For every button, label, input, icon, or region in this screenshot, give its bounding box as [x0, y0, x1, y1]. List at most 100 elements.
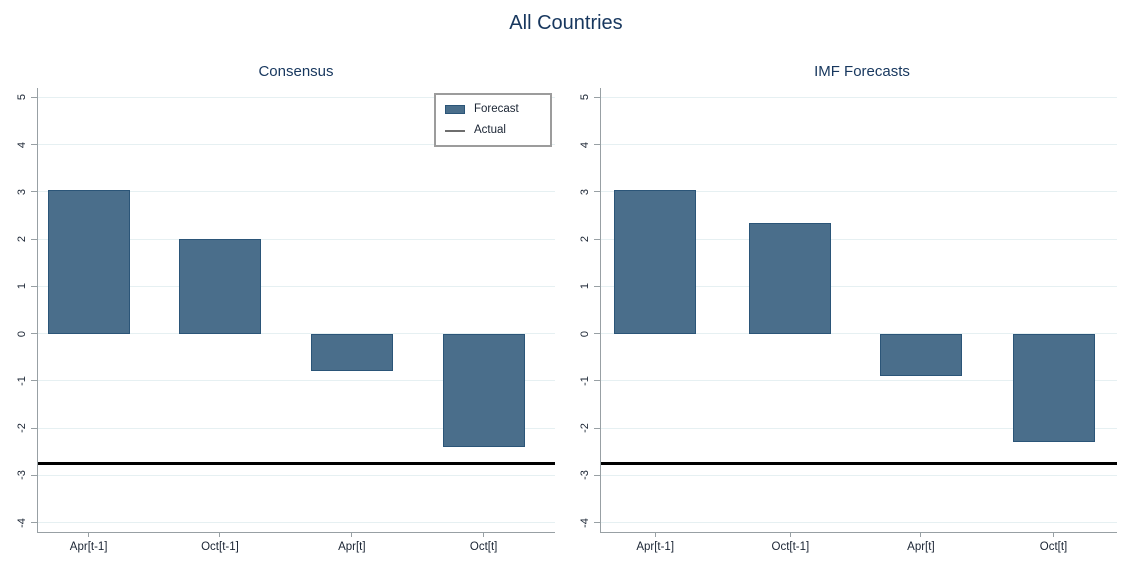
y-tick-label: 4	[579, 141, 591, 148]
y-tick-label: -4	[16, 517, 28, 528]
y-tick-label: 0	[16, 330, 28, 337]
actual-line-swatch-icon	[445, 129, 465, 132]
actual-line	[601, 462, 1117, 465]
y-tick	[31, 474, 37, 476]
forecast-bar	[310, 333, 393, 372]
forecast-bar	[614, 189, 697, 334]
y-tick	[594, 522, 600, 524]
y-tick	[31, 522, 37, 524]
y-tick-label: 0	[579, 330, 591, 337]
gridline	[601, 522, 1117, 524]
x-tick	[1053, 532, 1055, 537]
x-tick-label: Apr[t-1]	[636, 541, 675, 553]
legend-forecast-label: Forecast	[474, 103, 519, 115]
y-tick-label: 3	[579, 188, 591, 195]
y-tick	[31, 144, 37, 146]
forecast-bar-swatch-icon	[445, 105, 465, 114]
y-tick	[31, 285, 37, 287]
legend-item-actual: Actual	[445, 124, 542, 137]
y-tick	[31, 380, 37, 382]
gridline	[38, 522, 555, 524]
y-tick-label: 3	[16, 188, 28, 195]
x-tick-label: Apr[t-1]	[69, 541, 108, 553]
y-tick-label: 5	[579, 94, 591, 101]
gridline	[38, 238, 555, 240]
x-tick	[483, 532, 485, 537]
gridline	[38, 427, 555, 429]
y-tick	[594, 285, 600, 287]
y-tick	[31, 427, 37, 429]
x-tick	[88, 532, 90, 537]
gridline	[601, 427, 1117, 429]
gridline	[601, 333, 1117, 335]
x-tick-label: Apr[t]	[907, 541, 935, 553]
gridline	[601, 144, 1117, 146]
y-tick	[594, 96, 600, 98]
actual-line	[38, 462, 555, 465]
x-tick	[789, 532, 791, 537]
x-tick-label: Oct[t]	[469, 541, 498, 553]
forecast-bar	[442, 333, 525, 447]
y-tick-label: -1	[16, 375, 28, 386]
y-tick	[31, 96, 37, 98]
gridline	[38, 285, 555, 287]
gridline	[601, 238, 1117, 240]
gridline	[38, 380, 555, 382]
x-tick	[654, 532, 656, 537]
gridline	[601, 380, 1117, 382]
x-tick-label: Apr[t]	[338, 541, 366, 553]
panel-imf-forecasts: IMF Forecasts 5 4 3 2 1 0 -1 -2 -3 -4 Apr[t-1] Oct[…	[566, 60, 1132, 575]
gridline	[38, 191, 555, 193]
chart-title: All Countries	[509, 12, 623, 34]
plot-area-consensus: 5 4 3 2 1 0 -1 -2 -3 -4 Apr[t-1] Oct[t-1] Apr[t] Oct[…	[16, 88, 555, 553]
y-tick	[31, 333, 37, 335]
plot-area-imf-forecasts: 5 4 3 2 1 0 -1 -2 -3 -4 Apr[t-1] Oct[t-1] Apr[t] Oct[…	[579, 88, 1117, 553]
forecast-bar	[178, 239, 261, 334]
gridline	[601, 474, 1117, 476]
legend: Forecast Actual	[434, 93, 552, 147]
y-tick	[594, 191, 600, 193]
y-tick	[594, 238, 600, 240]
x-tick	[920, 532, 922, 537]
forecast-bar	[749, 222, 832, 334]
y-tick-label: 2	[16, 236, 28, 243]
forecast-bar	[1012, 333, 1095, 443]
gridline	[38, 96, 555, 98]
x-tick-label: Oct[t-1]	[771, 541, 810, 553]
panel-consensus: Consensus 5 4 3 2 1 0 -1 -2 -3 -4 Apr[t-1] Oct[t-1]…	[0, 60, 566, 575]
legend-item-forecast: Forecast	[445, 103, 542, 116]
y-tick-label: -2	[579, 423, 591, 433]
x-tick	[219, 532, 221, 537]
y-tick-label: 5	[16, 94, 28, 101]
y-tick	[594, 144, 600, 146]
y-tick-label: -2	[16, 423, 28, 433]
gridline	[38, 144, 555, 146]
y-tick-label: 4	[16, 141, 28, 148]
y-tick	[594, 333, 600, 335]
gridline	[601, 96, 1117, 98]
gridline	[601, 285, 1117, 287]
y-tick-label: -3	[16, 470, 28, 481]
y-tick-label: -4	[579, 517, 591, 528]
y-tick-label: -1	[579, 375, 591, 386]
gridline	[601, 191, 1117, 193]
x-tick-label: Oct[t]	[1039, 541, 1068, 553]
x-tick-label: Oct[t-1]	[201, 541, 239, 553]
y-tick-label: -3	[579, 470, 591, 481]
y-tick	[594, 427, 600, 429]
y-tick	[31, 191, 37, 193]
y-tick-label: 1	[16, 283, 28, 290]
gridline	[38, 333, 555, 335]
forecast-bar	[47, 189, 130, 334]
y-tick	[31, 238, 37, 240]
forecast-bar	[879, 333, 962, 377]
legend-actual-label: Actual	[474, 124, 506, 136]
y-tick	[594, 474, 600, 476]
panel-title-consensus: Consensus	[258, 63, 334, 80]
y-tick-label: 2	[579, 236, 591, 243]
x-tick	[351, 532, 353, 537]
y-tick	[594, 380, 600, 382]
gridline	[38, 474, 555, 476]
y-tick-label: 1	[579, 283, 591, 290]
